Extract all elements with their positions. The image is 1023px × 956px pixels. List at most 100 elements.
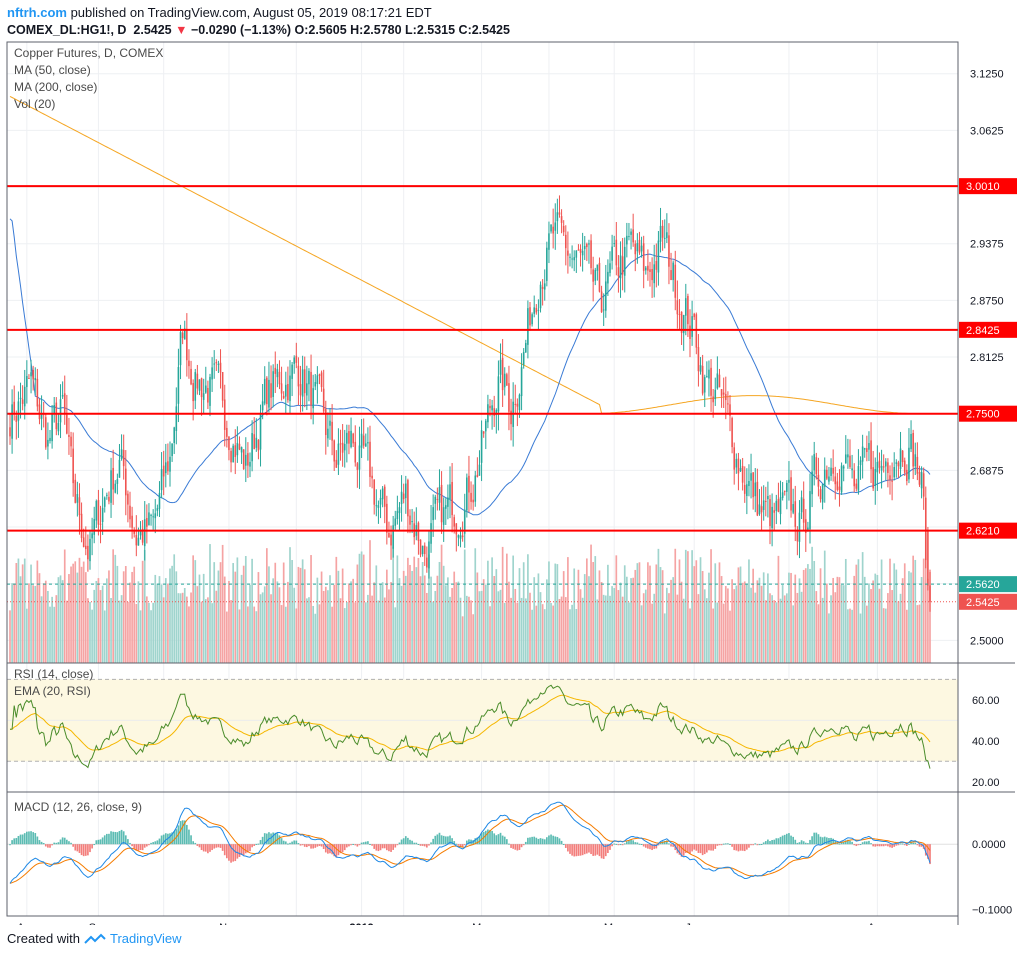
- volume-bar: [303, 569, 306, 663]
- macd-histogram-bar: [392, 844, 394, 850]
- volume-bar: [423, 575, 426, 663]
- time-axis-tick: Jun: [685, 922, 703, 925]
- candle-body: [386, 503, 388, 533]
- chart-title: Copper Futures, D, COMEX: [14, 46, 163, 60]
- candle-body: [282, 395, 285, 399]
- volume-bar: [93, 589, 96, 663]
- macd-histogram-bar: [287, 843, 289, 845]
- candle-body: [103, 497, 106, 507]
- volume-bar: [497, 591, 500, 663]
- macd-histogram-bar: [53, 842, 56, 845]
- volume-bar: [135, 604, 138, 663]
- candle-body: [520, 367, 523, 397]
- candle-body: [141, 528, 144, 543]
- brand-link[interactable]: nftrh.com: [7, 5, 67, 20]
- macd-histogram-bar: [407, 837, 409, 845]
- volume-bar: [478, 591, 481, 663]
- macd-histogram-bar: [358, 844, 361, 846]
- macd-histogram-bar: [897, 844, 900, 846]
- volume-bar: [268, 566, 270, 663]
- reference-label: 2.5620: [966, 579, 1000, 591]
- macd-histogram-bar: [586, 844, 588, 854]
- macd-histogram-bar: [57, 842, 60, 845]
- candle-body: [93, 519, 96, 535]
- candle-body: [764, 500, 767, 502]
- volume-bar: [718, 562, 721, 663]
- macd-histogram-bar: [811, 836, 813, 845]
- macd-histogram-bar: [809, 839, 811, 845]
- macd-histogram-bar: [876, 844, 879, 847]
- macd-histogram-bar: [743, 844, 746, 852]
- candle-body: [524, 343, 527, 353]
- candle-body: [754, 482, 757, 497]
- candle-body: [36, 378, 39, 407]
- macd-histogram-bar: [127, 839, 129, 845]
- macd-histogram-bar: [348, 844, 350, 847]
- macd-histogram-bar: [722, 843, 725, 845]
- macd-histogram-bar: [59, 839, 62, 845]
- candle-body: [897, 462, 900, 467]
- volume-bar: [493, 576, 496, 663]
- macd-histogram-bar: [826, 837, 828, 845]
- candle-body: [177, 367, 180, 404]
- macd-histogram-bar: [240, 844, 243, 856]
- volume-bar: [232, 563, 234, 663]
- macd-histogram-bar: [415, 842, 418, 845]
- candle-body: [607, 271, 609, 284]
- candle-body: [112, 467, 114, 490]
- macd-histogram-bar: [40, 841, 43, 845]
- volume-bar: [773, 600, 776, 663]
- macd-histogram-bar: [773, 839, 776, 845]
- created-with-label: Created with: [7, 931, 80, 946]
- macd-histogram-bar: [699, 844, 702, 854]
- volume-bar: [30, 564, 32, 663]
- candle-body: [821, 484, 824, 503]
- volume-bar: [253, 606, 256, 663]
- volume-bar: [133, 566, 136, 663]
- volume-bar: [809, 568, 811, 663]
- tradingview-link[interactable]: TradingView: [109, 931, 182, 946]
- macd-histogram-bar: [242, 844, 245, 856]
- candle-body: [903, 460, 906, 473]
- candle-body: [834, 476, 837, 485]
- volume-bar: [828, 613, 830, 663]
- volume-bar: [131, 571, 133, 663]
- macd-histogram-bar: [596, 844, 599, 855]
- volume-bar: [310, 555, 312, 663]
- macd-histogram-bar: [209, 844, 211, 852]
- volume-bar: [823, 550, 826, 663]
- macd-histogram-bar: [133, 844, 136, 849]
- macd-histogram-bar: [678, 844, 681, 855]
- macd-histogram-bar: [821, 837, 824, 845]
- candle-body: [63, 393, 66, 414]
- volume-bar: [670, 579, 672, 663]
- volume-bar: [38, 573, 41, 663]
- chart-area[interactable]: 3.0010 2.8425 2.7500 2.6210 2.5620 2.5425 3.12…: [0, 40, 1023, 925]
- candle-body: [57, 422, 60, 432]
- candle-body: [38, 404, 41, 420]
- candle-body: [396, 510, 399, 519]
- candle-body: [569, 256, 571, 258]
- volume-bar: [636, 563, 639, 663]
- volume-bar: [459, 597, 462, 663]
- candle-body: [706, 376, 708, 378]
- volume-bar: [737, 567, 740, 663]
- candle-body: [337, 443, 340, 465]
- volume-bar: [830, 595, 832, 663]
- macd-histogram-bar: [19, 834, 22, 845]
- candle-body: [880, 465, 883, 471]
- macd-histogram-bar: [497, 834, 500, 845]
- candle-body: [560, 216, 563, 223]
- symbol-label: COMEX_DL:HG1!, D: [7, 23, 127, 37]
- candle-body: [592, 269, 594, 282]
- macd-histogram-bar: [533, 836, 536, 845]
- candle-body: [171, 443, 173, 457]
- macd-histogram-bar: [895, 844, 898, 846]
- candle-body: [423, 545, 426, 555]
- volume-bar: [324, 586, 327, 663]
- candle-body: [562, 225, 565, 233]
- volume-bar: [177, 593, 180, 663]
- macd-histogram-bar: [93, 844, 96, 846]
- macd-histogram-bar: [9, 844, 11, 846]
- volume-bar: [884, 608, 887, 663]
